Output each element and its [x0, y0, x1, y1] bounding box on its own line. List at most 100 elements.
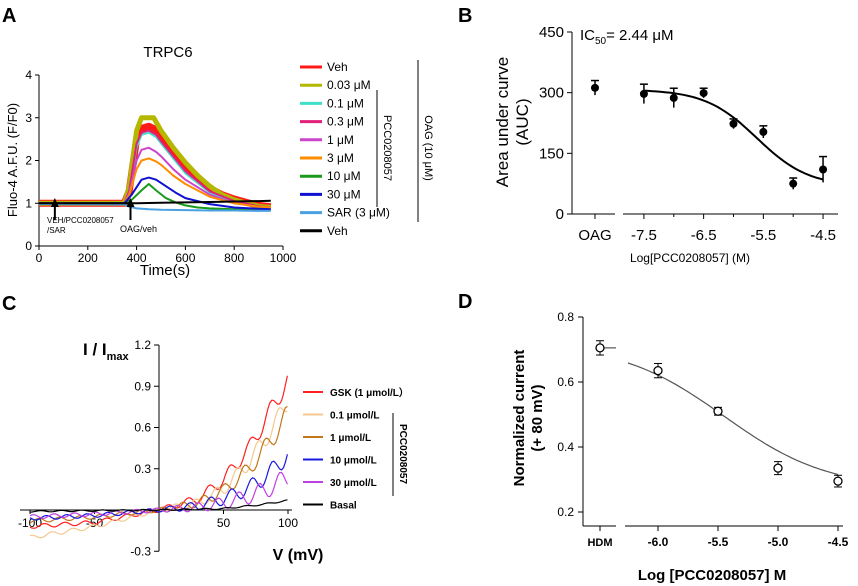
- panel-a-legend-label: 3 μM: [327, 151, 354, 165]
- panel-a-y-tick-label: 3: [25, 111, 32, 125]
- panel-c-letter: C: [2, 293, 16, 315]
- panel-a-x-tick-label: 400: [127, 251, 147, 265]
- panel-a-x-tick-label: 1000: [270, 251, 297, 265]
- panel-a-arrow2-label: OAG/veh: [120, 224, 157, 234]
- panel-c-series-line: [29, 454, 288, 521]
- panel-b-y-tick-label: 0: [556, 206, 564, 223]
- panel-a-x-tick-label: 800: [224, 251, 244, 265]
- panel-a-legend-label: Veh: [327, 60, 348, 74]
- panel-d-x-tick-label: -5.0: [768, 535, 789, 549]
- panel-a-legend-label: 0.1 μM: [327, 96, 364, 110]
- panel-a-legend-label: 0.3 μM: [327, 115, 364, 129]
- panel-b-y-tick-label: 450: [539, 24, 564, 41]
- panel-a-pcc-group: PCC0208057: [381, 115, 393, 181]
- panel-b-ic50: IC50= 2.44 μM: [580, 27, 674, 47]
- panel-c-ylabel-main: I / I: [83, 340, 107, 359]
- panel-a-series-line: [39, 199, 271, 205]
- panel-c-legend-label: Basal: [330, 501, 357, 512]
- panel-a-arrow-icon: [126, 198, 135, 207]
- panel-c-y-tick-label: 0.6: [134, 421, 151, 435]
- panel-c-ylabel: I / Imax: [83, 340, 130, 363]
- panel-b-y-tick-label: 300: [539, 85, 564, 102]
- panel-b-data-point: [669, 93, 678, 102]
- panel-b-x-tick-label: -6.5: [691, 227, 717, 244]
- panel-c-y-tick-label: 1.2: [134, 338, 151, 352]
- panel-c-legend-label: 1 μmol/L: [330, 433, 371, 444]
- panel-a-arrow-icon: [50, 198, 59, 207]
- panel-a-y-tick-label: 2: [25, 154, 32, 168]
- panel-a-y-tick-label: 0: [25, 239, 32, 253]
- panel-a-oag-group: OAG (10 μM): [422, 115, 434, 181]
- panel-c-y-tick-label: -0.3: [130, 544, 151, 558]
- panel-a-x-tick-label: 0: [36, 251, 43, 265]
- panel-a-x-tick-label: 200: [78, 251, 98, 265]
- panel-c-x-tick-label: 100: [278, 516, 298, 530]
- panel-a-arrow1-label2: /SAR: [47, 226, 66, 235]
- panel-b-x-tick-label: -7.5: [631, 227, 657, 244]
- panel-d-data-point: [773, 463, 783, 473]
- panel-b-chart: B Area under curve (AUC) IC50= 2.44 μM 0…: [458, 5, 838, 265]
- panel-b-ylabel-line1: Area under curve: [493, 57, 512, 187]
- panel-a-legend-label: 0.03 μM: [327, 78, 371, 92]
- panel-b-control-label: OAG: [578, 227, 611, 244]
- panel-d-ylabel-line2: (+ 80 mV): [529, 384, 546, 451]
- panel-b-ic50-value: = 2.44 μM: [606, 27, 673, 44]
- panel-d-x-tick-label: -4.5: [828, 535, 849, 549]
- panel-d-letter: D: [458, 291, 472, 313]
- panel-b-xlabel: Log[PCC0208057] (M): [630, 251, 750, 265]
- panel-c-legend-label: GSK (1 μmol/L）: [330, 386, 409, 399]
- panel-a-legend-label: 10 μM: [327, 169, 361, 183]
- panel-b-data-point: [789, 179, 798, 188]
- panel-b-fit-curve: [643, 89, 824, 181]
- panel-a-y-tick-label: 4: [25, 68, 32, 82]
- panel-d-xlabel: Log [PCC0208057] M: [638, 567, 786, 584]
- panel-a-legend-label: 30 μM: [327, 187, 361, 201]
- panel-c-x-tick-label: 50: [217, 516, 231, 530]
- panel-c-x-tick-label: -50: [86, 516, 104, 530]
- panel-a-series-line: [39, 129, 271, 209]
- panel-d-data-point: [653, 365, 663, 376]
- panel-a-chart: A TRPC6 Fluo-4 A.F.U. (F/F0) 0 200 400 600 8…: [2, 5, 434, 279]
- panel-c-xlabel: V (mV): [273, 547, 324, 564]
- panel-b-data-point: [639, 89, 648, 98]
- panel-a-series-line: [39, 176, 271, 211]
- panel-a-arrow1-label1: VEH/PCC0208057: [47, 216, 114, 225]
- panel-b-x-tick-label: -4.5: [810, 227, 836, 244]
- panel-b-data-point: [591, 83, 599, 92]
- panel-c-y-tick-label: 0.3: [134, 462, 151, 476]
- panel-c-pcc-group: PCC0208057: [397, 424, 408, 484]
- panel-a-legend-label: 1 μM: [327, 133, 354, 147]
- panel-c-chart: C I / Imax -0.30.30.60.91.2-100 -50 50 100 …: [2, 293, 409, 564]
- panel-d-x-tick-label: -6.0: [648, 535, 669, 549]
- panel-a-xlabel: Time(s): [140, 262, 190, 279]
- panel-d-ylabel-line1: Normalized current: [511, 350, 528, 487]
- panel-d-y-tick-label: 0.4: [557, 440, 574, 454]
- panel-a-x-tick-label: 600: [175, 251, 195, 265]
- panel-d-control-label: HDM: [587, 537, 612, 549]
- panel-a-ylabel: Fluo-4 A.F.U. (F/F0): [5, 103, 20, 217]
- panel-a-series-line: [39, 122, 272, 211]
- panel-d-data-point: [595, 343, 605, 353]
- panel-d-y-tick-label: 0.6: [557, 375, 574, 389]
- panel-d-data-point: [833, 476, 843, 486]
- panel-c-legend-label: 0.1 μmol/L: [330, 411, 379, 422]
- panel-b-y-tick-label: 150: [539, 145, 564, 162]
- panel-c-series-line: [29, 499, 288, 513]
- panel-b-ic50-sub: 50: [595, 36, 607, 47]
- panel-a-series-line: [39, 183, 271, 211]
- panel-b-data-point: [819, 165, 828, 174]
- panel-b-x-tick-label: -5.5: [750, 227, 776, 244]
- panel-a-legend-label: Veh: [327, 224, 348, 238]
- panel-b-data-point: [759, 127, 768, 136]
- panel-c-ylabel-sub: max: [107, 351, 130, 363]
- panel-b-ylabel-line2: (AUC): [513, 98, 532, 145]
- panel-c-legend-label: 10 μmol/L: [330, 456, 377, 467]
- panel-d-data-point: [713, 406, 723, 416]
- panel-b-data-point: [729, 119, 738, 128]
- panel-d-y-tick-label: 0.8: [557, 310, 574, 324]
- panel-b-data-point: [699, 89, 708, 98]
- panel-d-y-tick-label: 0.2: [557, 505, 574, 519]
- panel-a-title: TRPC6: [143, 44, 192, 61]
- panel-b-ic50-prefix: IC: [580, 27, 595, 44]
- panel-a-y-tick-label: 1: [25, 196, 32, 210]
